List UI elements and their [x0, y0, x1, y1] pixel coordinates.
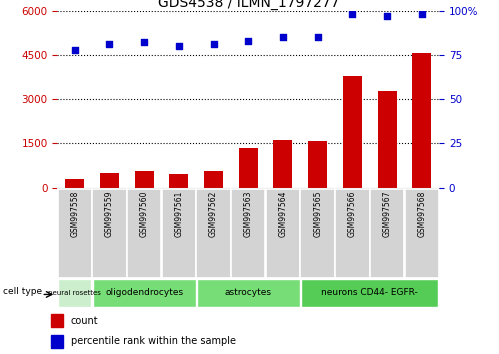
- Text: GSM997564: GSM997564: [278, 190, 287, 237]
- Bar: [301, 279, 439, 307]
- Bar: [92, 189, 127, 278]
- Point: [383, 13, 391, 19]
- Bar: [93, 279, 196, 307]
- Bar: [405, 189, 439, 278]
- Text: GSM997563: GSM997563: [244, 190, 253, 237]
- Bar: [162, 189, 196, 278]
- Bar: [239, 148, 258, 188]
- Bar: [370, 189, 404, 278]
- Point: [418, 11, 426, 17]
- Bar: [51, 335, 63, 348]
- Bar: [58, 279, 91, 307]
- Bar: [266, 189, 300, 278]
- Point: [71, 47, 79, 52]
- Bar: [135, 171, 154, 188]
- Title: GDS4538 / ILMN_1797277: GDS4538 / ILMN_1797277: [158, 0, 339, 10]
- Bar: [51, 314, 63, 327]
- Point: [140, 40, 148, 45]
- Text: neural rosettes: neural rosettes: [48, 290, 101, 296]
- Bar: [308, 141, 327, 188]
- Point: [175, 43, 183, 49]
- Text: GSM997561: GSM997561: [174, 190, 183, 237]
- Bar: [231, 189, 265, 278]
- Bar: [412, 53, 431, 188]
- Text: neurons CD44- EGFR-: neurons CD44- EGFR-: [321, 289, 418, 297]
- Text: GSM997562: GSM997562: [209, 190, 218, 237]
- Text: count: count: [71, 316, 98, 326]
- Bar: [343, 75, 362, 188]
- Point: [279, 34, 287, 40]
- Bar: [197, 279, 299, 307]
- Point: [314, 34, 322, 40]
- Bar: [273, 140, 292, 188]
- Point: [105, 41, 113, 47]
- Bar: [300, 189, 335, 278]
- Bar: [378, 91, 397, 188]
- Text: cell type: cell type: [3, 287, 42, 296]
- Text: GSM997568: GSM997568: [417, 190, 426, 237]
- Text: oligodendrocytes: oligodendrocytes: [105, 289, 183, 297]
- Text: astrocytes: astrocytes: [225, 289, 272, 297]
- Point: [210, 41, 218, 47]
- Point: [348, 11, 356, 17]
- Text: GSM997566: GSM997566: [348, 190, 357, 237]
- Bar: [127, 189, 161, 278]
- Bar: [100, 173, 119, 188]
- Bar: [335, 189, 370, 278]
- Bar: [57, 189, 92, 278]
- Bar: [169, 174, 189, 188]
- Text: GSM997558: GSM997558: [70, 190, 79, 237]
- Text: GSM997559: GSM997559: [105, 190, 114, 237]
- Bar: [204, 171, 223, 188]
- Bar: [197, 189, 231, 278]
- Bar: [65, 179, 84, 188]
- Point: [244, 38, 252, 44]
- Text: percentile rank within the sample: percentile rank within the sample: [71, 336, 236, 346]
- Text: GSM997560: GSM997560: [140, 190, 149, 237]
- Text: GSM997567: GSM997567: [383, 190, 392, 237]
- Text: GSM997565: GSM997565: [313, 190, 322, 237]
